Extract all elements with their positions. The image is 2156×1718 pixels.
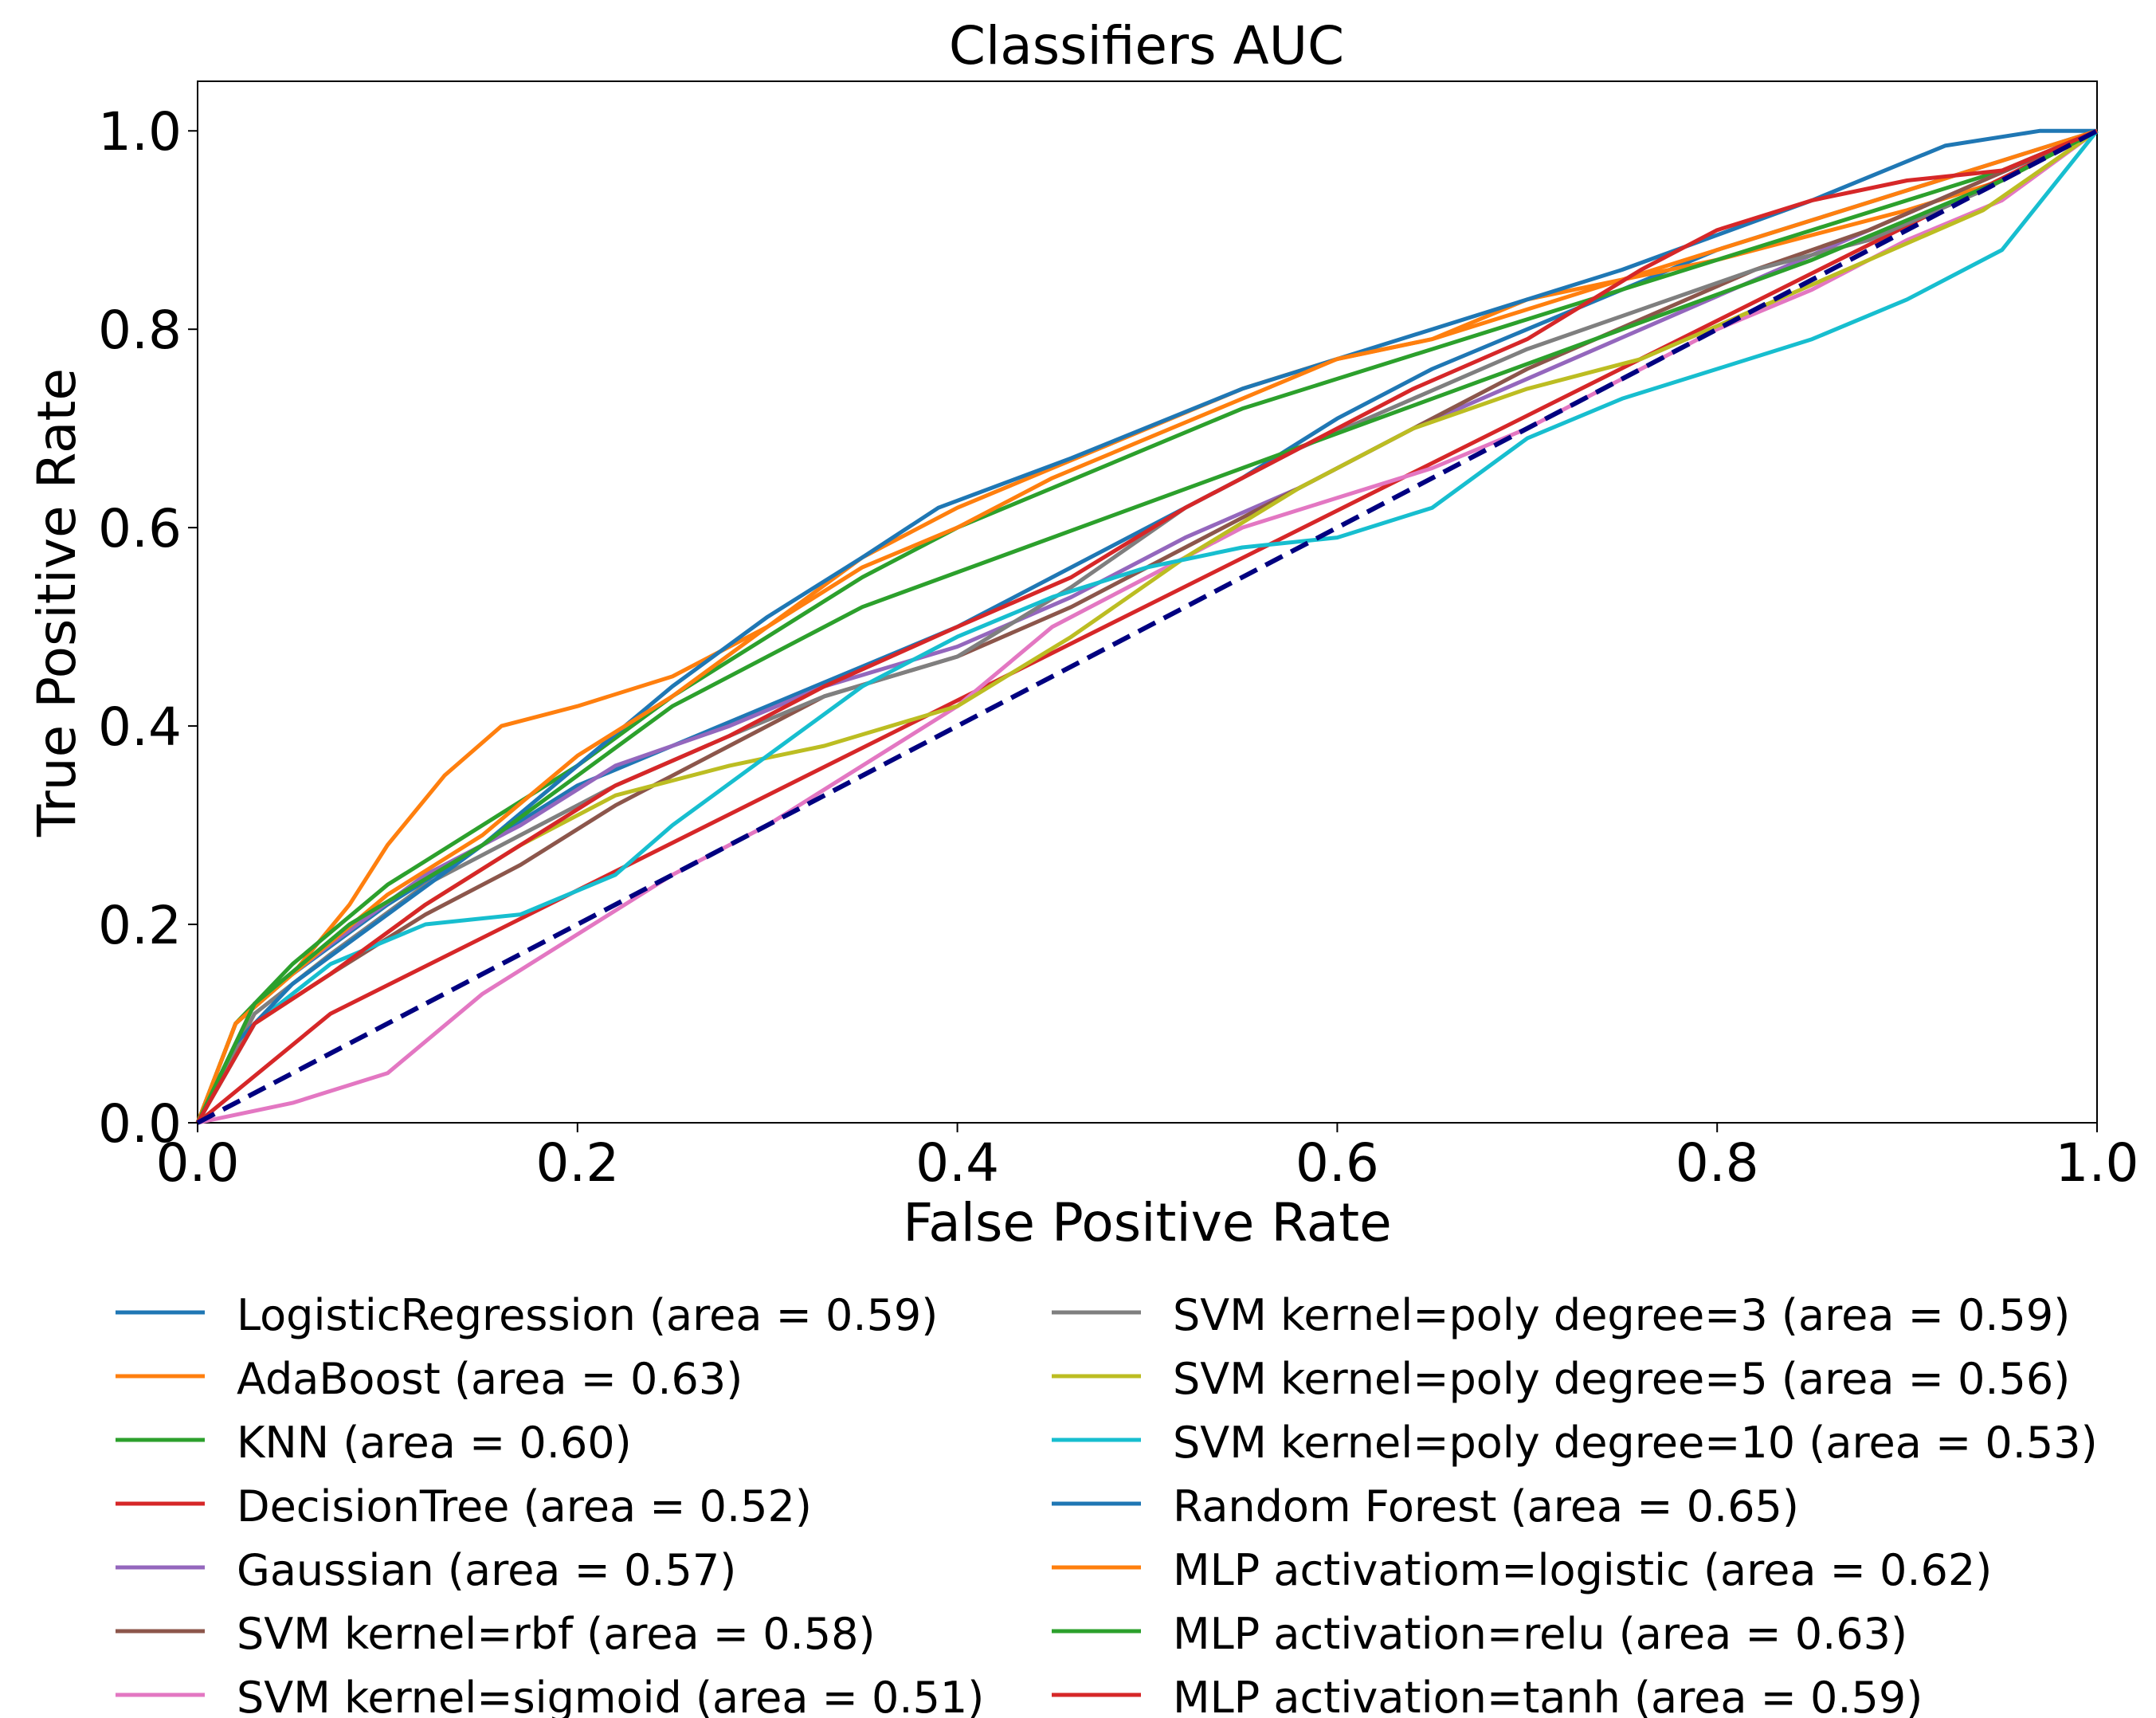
x-tick-label: 0.0 bbox=[156, 1132, 240, 1194]
chance-diagonal-line bbox=[196, 128, 2099, 1125]
plot-area: 0.0 0.2 0.4 0.6 0.8 1.0 0.0 0.2 0.4 0.6 0.8 1.0 bbox=[98, 80, 2139, 1194]
chart-title: Classifiers AUC bbox=[949, 15, 1344, 76]
y-axis-label: True Positive Rate bbox=[26, 368, 88, 837]
legend-label: MLP activation=tanh (area = 0.59) bbox=[1173, 1673, 1923, 1718]
x-axis-label: False Positive Rate bbox=[903, 1192, 1391, 1253]
series-line-7 bbox=[197, 129, 2099, 1125]
series-line-4 bbox=[196, 128, 2099, 1124]
legend-label: SVM kernel=rbf (area = 0.58) bbox=[237, 1609, 876, 1659]
series-line-13 bbox=[195, 128, 2099, 1124]
legend-label: AdaBoost (area = 0.63) bbox=[237, 1354, 743, 1404]
y-tick-label: 0.6 bbox=[98, 498, 182, 559]
legend-label: SVM kernel=sigmoid (area = 0.51) bbox=[237, 1673, 984, 1718]
legend-label: MLP activation=relu (area = 0.63) bbox=[1173, 1609, 1907, 1659]
legend-label: DecisionTree (area = 0.52) bbox=[237, 1481, 812, 1532]
series-line-3 bbox=[195, 128, 2098, 1124]
series-lines bbox=[195, 128, 2099, 1125]
legend-label: Gaussian (area = 0.57) bbox=[237, 1545, 736, 1595]
y-tick-label: 0.2 bbox=[98, 895, 182, 956]
x-tick-label: 0.2 bbox=[535, 1132, 619, 1194]
y-tick-label: 0.4 bbox=[98, 696, 182, 758]
legend-label: SVM kernel=poly degree=3 (area = 0.59) bbox=[1173, 1290, 2070, 1340]
legend-label: Random Forest (area = 0.65) bbox=[1173, 1481, 1799, 1532]
y-tick-label: 0.0 bbox=[98, 1093, 182, 1155]
y-axis-ticks: 0.0 0.2 0.4 0.6 0.8 1.0 bbox=[98, 101, 198, 1155]
x-axis-ticks: 0.0 0.2 0.4 0.6 0.8 1.0 bbox=[156, 1123, 2139, 1194]
legend-label: SVM kernel=poly degree=10 (area = 0.53) bbox=[1173, 1418, 2098, 1468]
legend-label: MLP activatiom=logistic (area = 0.62) bbox=[1173, 1545, 1992, 1595]
series-line-10 bbox=[195, 129, 2099, 1124]
x-tick-label: 0.8 bbox=[1676, 1132, 1759, 1194]
y-tick-label: 1.0 bbox=[98, 101, 182, 163]
legend-label: SVM kernel=poly degree=5 (area = 0.56) bbox=[1173, 1354, 2070, 1404]
series-line-12 bbox=[195, 128, 2098, 1124]
plot-frame bbox=[197, 80, 2098, 1124]
series-line-11 bbox=[195, 128, 2097, 1124]
series-line-14 bbox=[195, 128, 2098, 1124]
legend-label: KNN (area = 0.60) bbox=[237, 1418, 632, 1468]
x-tick-label: 0.4 bbox=[915, 1132, 999, 1194]
x-tick-label: 0.6 bbox=[1296, 1132, 1379, 1194]
y-tick-label: 0.8 bbox=[98, 300, 182, 361]
legend: LogisticRegression (area = 0.59) AdaBoost… bbox=[116, 1290, 2098, 1718]
x-tick-label: 1.0 bbox=[2056, 1132, 2139, 1194]
legend-label: LogisticRegression (area = 0.59) bbox=[237, 1290, 938, 1340]
